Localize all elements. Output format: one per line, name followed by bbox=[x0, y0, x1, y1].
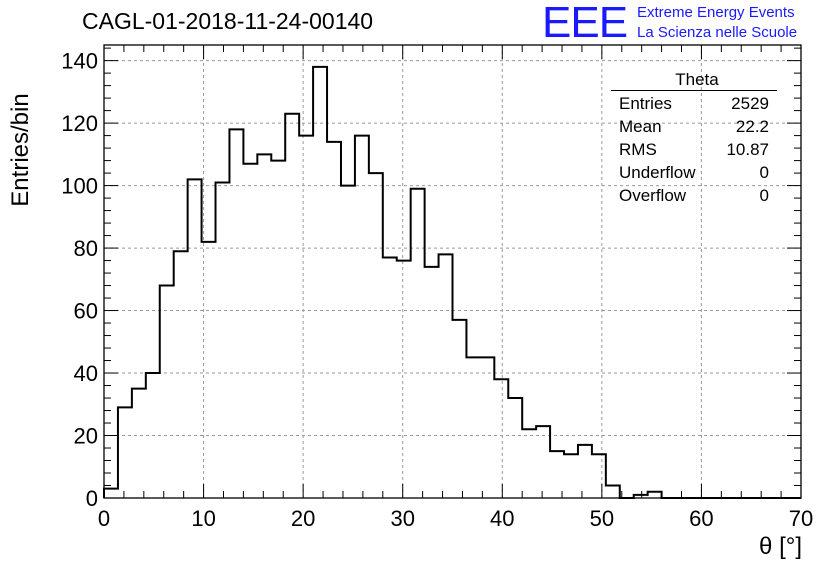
y-tick-label: 20 bbox=[74, 424, 98, 449]
stats-row-entries: Entries 2529 bbox=[611, 92, 777, 115]
x-tick-label: 50 bbox=[590, 506, 614, 531]
histogram-bin bbox=[536, 426, 550, 498]
histogram-bin bbox=[592, 454, 606, 498]
histogram-bin bbox=[229, 129, 243, 498]
histogram-bin bbox=[285, 114, 299, 498]
histogram-bin bbox=[494, 379, 508, 498]
stats-value: 22.2 bbox=[735, 117, 769, 136]
stats-label: Overflow bbox=[619, 186, 687, 205]
histogram-bin bbox=[188, 179, 202, 498]
histogram-bin bbox=[271, 161, 285, 498]
y-axis-label-wrap: Entries/bin bbox=[6, 93, 36, 206]
stats-divider bbox=[611, 90, 777, 91]
histogram-bin bbox=[160, 286, 174, 498]
stats-value: 0 bbox=[759, 186, 769, 205]
x-tick-label: 30 bbox=[390, 506, 414, 531]
histogram-bin bbox=[578, 445, 592, 498]
eee-logo: EEE bbox=[542, 0, 628, 47]
histogram-bin bbox=[132, 389, 146, 498]
y-tick-label: 120 bbox=[61, 111, 98, 136]
stats-row-underflow: Underflow 0 bbox=[611, 161, 777, 184]
stats-label: Underflow bbox=[619, 163, 696, 182]
y-tick-label: 40 bbox=[74, 361, 98, 386]
run-title: CAGL-01-2018-11-24-00140 bbox=[82, 8, 374, 34]
histogram-bin bbox=[174, 251, 188, 498]
histogram-bin bbox=[327, 142, 341, 498]
histogram-bin bbox=[439, 254, 453, 498]
brand-line-1: Extreme Energy Events bbox=[637, 4, 795, 21]
y-tick-label: 100 bbox=[61, 174, 98, 199]
histogram-bin bbox=[355, 136, 369, 498]
stats-value: 0 bbox=[759, 163, 769, 182]
histogram-bin bbox=[550, 451, 564, 498]
histogram-bin bbox=[257, 154, 271, 498]
histogram-bin bbox=[480, 357, 494, 498]
y-tick-label: 60 bbox=[74, 299, 98, 324]
stats-label: Entries bbox=[619, 94, 672, 113]
plot-frame bbox=[103, 44, 802, 499]
histogram-bin bbox=[118, 407, 132, 498]
histogram-bin bbox=[564, 454, 578, 498]
histogram-outline bbox=[103, 65, 801, 499]
histogram-bin bbox=[425, 267, 439, 498]
histogram-bin bbox=[216, 182, 230, 498]
x-tick-label: 70 bbox=[789, 506, 813, 531]
histogram-bin bbox=[453, 320, 467, 498]
stats-value: 10.87 bbox=[726, 140, 769, 159]
histogram-bin bbox=[104, 489, 118, 498]
stats-value: 2529 bbox=[731, 94, 769, 113]
stats-row-overflow: Overflow 0 bbox=[611, 184, 777, 207]
stats-row-rms: RMS 10.87 bbox=[611, 138, 777, 161]
histogram-bin bbox=[383, 257, 397, 498]
histogram-bin bbox=[606, 486, 620, 498]
x-tick-label: 10 bbox=[191, 506, 215, 531]
stats-title: Theta bbox=[675, 70, 719, 89]
histogram-bin bbox=[243, 164, 257, 498]
y-tick-label: 80 bbox=[74, 236, 98, 261]
brand-text: Extreme Energy Events La Scienza nelle S… bbox=[637, 3, 797, 43]
x-axis-label: θ [°] bbox=[759, 533, 802, 560]
histogram-bin bbox=[369, 173, 383, 498]
brand-line-2: La Scienza nelle Scuole bbox=[637, 24, 798, 41]
histogram-bin bbox=[397, 261, 411, 498]
histogram-bin bbox=[508, 398, 522, 498]
stats-label: RMS bbox=[619, 140, 657, 159]
histogram-bin bbox=[522, 429, 536, 498]
x-tick-label: 60 bbox=[689, 506, 713, 531]
histogram-bin bbox=[341, 186, 355, 498]
histogram-bin bbox=[466, 357, 480, 498]
stats-row-mean: Mean 22.2 bbox=[611, 115, 777, 138]
stats-box: Theta Entries 2529 Mean 22.2 RMS 10.87 U… bbox=[611, 70, 777, 207]
x-tick-label: 20 bbox=[291, 506, 315, 531]
y-tick-label: 0 bbox=[86, 486, 98, 511]
histogram-bin bbox=[411, 189, 425, 498]
x-tick-label: 0 bbox=[98, 506, 110, 531]
histogram-bin bbox=[299, 136, 313, 498]
histogram-bin bbox=[313, 67, 327, 498]
y-axis-label: Entries/bin bbox=[7, 93, 34, 207]
x-tick-label: 40 bbox=[490, 506, 514, 531]
stats-label: Mean bbox=[619, 117, 662, 136]
y-tick-label: 140 bbox=[61, 49, 98, 74]
